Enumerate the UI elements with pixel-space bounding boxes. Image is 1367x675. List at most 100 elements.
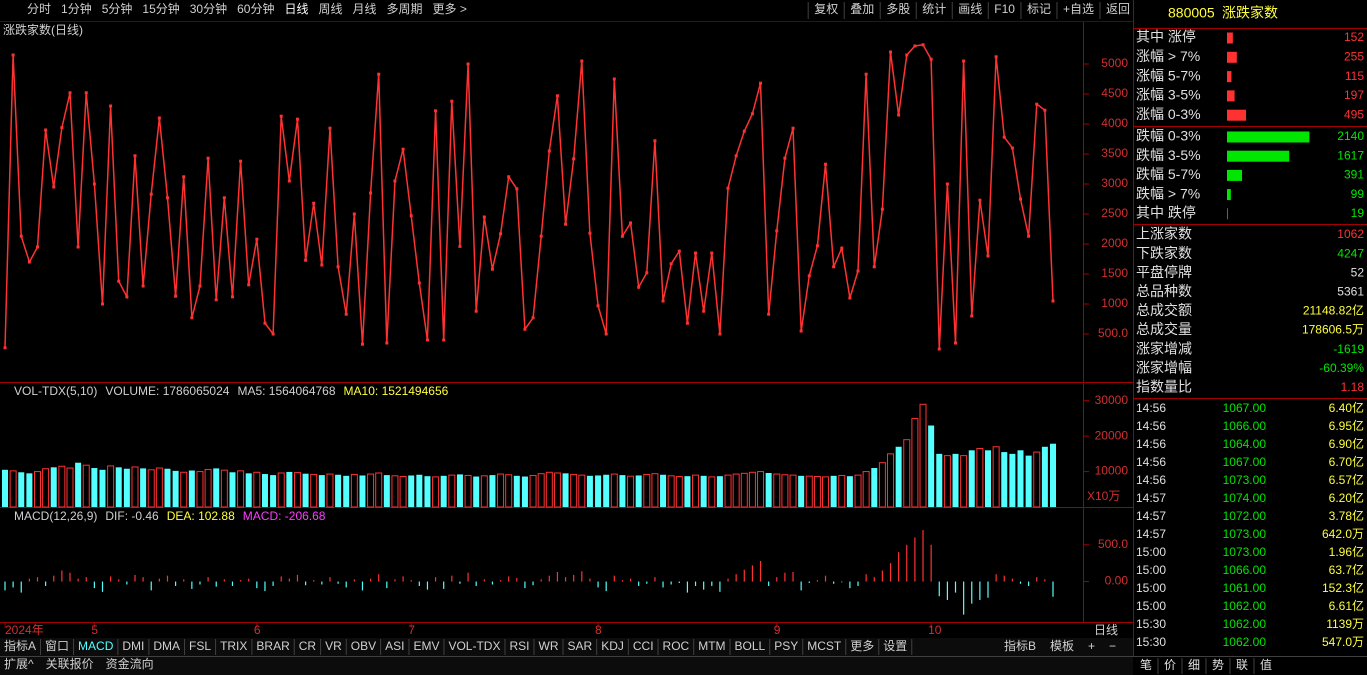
volume-bar <box>651 473 659 508</box>
volume-bar <box>75 462 82 507</box>
indicator-tab[interactable]: ASI <box>385 639 404 653</box>
count-point <box>759 81 763 85</box>
period-tab[interactable]: 1分钟 <box>61 1 92 16</box>
period-tab[interactable]: 60分钟 <box>237 1 274 16</box>
indicator-tab[interactable]: ROC <box>663 639 690 653</box>
indicator-tab[interactable]: OBV <box>351 639 376 653</box>
side-tab[interactable]: 值 <box>1260 657 1272 672</box>
indicator-tab[interactable]: BOLL <box>735 639 766 653</box>
indicator-tab[interactable]: 指标A <box>4 638 36 653</box>
period-tab[interactable]: 多周期 <box>387 2 423 16</box>
side-tab[interactable]: 势 <box>1212 658 1224 672</box>
volume-bar <box>773 473 781 508</box>
period-tab[interactable]: 月线 <box>353 2 377 16</box>
volume-bar <box>424 476 431 507</box>
indicator-tab[interactable]: MCST <box>807 639 842 653</box>
count-point <box>263 321 267 325</box>
side-tab[interactable]: 价 <box>1164 658 1176 672</box>
tool-button[interactable]: 返回 <box>1106 2 1130 16</box>
indicator-tab[interactable]: EMV <box>413 639 439 653</box>
tick-time: 15:30 <box>1136 635 1166 649</box>
side-tab[interactable]: 笔 <box>1140 657 1152 672</box>
side-tab[interactable]: 联 <box>1236 658 1248 672</box>
volume-bar <box>91 468 98 507</box>
tool-button[interactable]: 画线 <box>958 2 982 16</box>
indicator-tab[interactable]: 模板 <box>1050 639 1074 653</box>
period-tab[interactable]: 更多 > <box>433 2 467 16</box>
period-tab[interactable]: 分时 <box>27 2 51 16</box>
volume-bar <box>99 469 106 507</box>
tick-price: 1073.00 <box>1223 545 1267 559</box>
tool-button[interactable]: 统计 <box>922 2 946 16</box>
tick-amount: 642.0万 <box>1322 527 1364 541</box>
indicator-tab[interactable]: + <box>1088 639 1095 653</box>
x-tick-label: 5 <box>91 623 98 637</box>
indicator-tab[interactable]: FSL <box>189 639 211 653</box>
tool-button[interactable]: 标记 <box>1027 2 1051 16</box>
period-tab[interactable]: 日线 <box>284 2 308 16</box>
volume-bar <box>871 468 878 507</box>
indicator-tab[interactable]: TRIX <box>220 639 247 653</box>
volume-bar <box>293 472 301 508</box>
tool-button[interactable]: 复权 <box>814 2 838 16</box>
footer-tab[interactable]: 关联报价 <box>46 656 94 671</box>
count-point <box>669 262 673 266</box>
indicator-tab[interactable]: CR <box>299 639 317 653</box>
count-point <box>60 126 64 130</box>
volume-bar <box>513 475 520 507</box>
period-tab[interactable]: 5分钟 <box>102 1 133 16</box>
indicator-tab[interactable]: VOL-TDX <box>448 639 500 653</box>
footer-tab[interactable]: 扩展^ <box>4 657 34 671</box>
count-point <box>596 304 600 308</box>
footer-tab[interactable]: 资金流向 <box>106 656 154 671</box>
volume-bar <box>748 471 756 508</box>
count-point <box>174 294 178 298</box>
count-point <box>100 302 104 306</box>
count-point <box>897 113 901 117</box>
tick-price: 1062.00 <box>1223 635 1267 649</box>
indicator-tab[interactable]: RSI <box>509 639 529 653</box>
volume-bar <box>245 473 252 507</box>
volume-bar <box>497 473 505 508</box>
breadth-label: 其中 跌停 <box>1136 205 1196 221</box>
volume-bar <box>237 470 245 508</box>
tick-amount: 6.61亿 <box>1329 598 1364 613</box>
indicator-tab[interactable]: PSY <box>774 639 798 653</box>
count-point <box>133 154 137 158</box>
indicator-tab[interactable]: 窗口 <box>45 639 69 653</box>
tool-button[interactable]: 多股 <box>886 2 910 16</box>
tool-button[interactable]: F10 <box>994 2 1015 16</box>
period-tab[interactable]: 周线 <box>318 2 342 16</box>
indicator-tab[interactable]: MTM <box>698 639 725 653</box>
indicator-tab[interactable]: CCI <box>633 639 654 653</box>
breadth-bar <box>1227 71 1232 83</box>
indicator-tab[interactable]: MACD <box>78 639 114 653</box>
indicator-tab[interactable]: − <box>1109 639 1116 653</box>
volume-bar <box>789 474 797 508</box>
period-tab[interactable]: 30分钟 <box>190 1 227 16</box>
y-tick-label: 4500 <box>1101 86 1128 100</box>
indicator-tab[interactable]: DMI <box>122 639 144 653</box>
indicator-tab[interactable]: 指标B <box>1004 638 1036 653</box>
indicator-tab[interactable]: 设置 <box>883 639 907 653</box>
tool-button[interactable]: 叠加 <box>850 2 874 16</box>
tick-price: 1062.00 <box>1223 599 1267 613</box>
indicator-tab[interactable]: WR <box>539 639 559 653</box>
indicator-tab[interactable]: 更多 <box>850 639 874 653</box>
indicator-tab[interactable]: VR <box>325 639 342 653</box>
period-tab[interactable]: 15分钟 <box>142 1 179 16</box>
breadth-label: 涨幅 > 7% <box>1136 48 1200 64</box>
count-point <box>450 99 454 103</box>
indicator-tab[interactable]: BRAR <box>256 639 290 653</box>
count-point <box>304 258 308 262</box>
side-tab[interactable]: 细 <box>1188 658 1200 672</box>
count-point <box>141 284 145 288</box>
volume-bar <box>732 473 740 508</box>
tool-button[interactable]: +自选 <box>1063 2 1094 16</box>
indicator-tab[interactable]: DMA <box>153 639 180 653</box>
indicator-tab[interactable]: KDJ <box>601 639 624 653</box>
indicator-tab[interactable]: SAR <box>568 639 593 653</box>
count-point <box>206 156 210 160</box>
count-point <box>499 232 503 236</box>
